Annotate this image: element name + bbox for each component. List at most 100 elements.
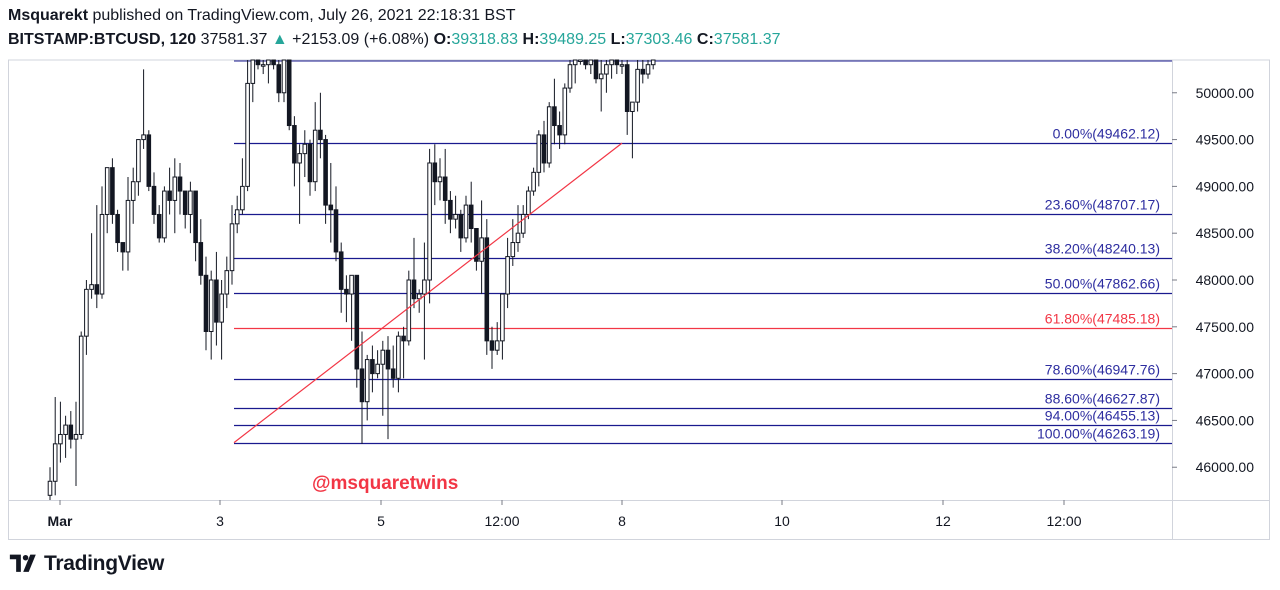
candle-up — [260, 64, 266, 67]
candle-up — [546, 106, 552, 164]
fib-level-label: 88.60%(46627.87) — [1045, 391, 1160, 407]
candle-up — [604, 64, 609, 75]
open-value: 39318.83 — [451, 31, 519, 48]
candle-up — [588, 59, 594, 66]
candle-up — [52, 443, 58, 482]
candle-up — [609, 59, 614, 66]
candle-down — [68, 424, 74, 440]
footer-brand[interactable]: TradingView — [8, 552, 164, 576]
candle-down — [255, 59, 261, 66]
fib-level-label: 0.00%(49462.12) — [1053, 126, 1160, 142]
candle-up — [619, 64, 625, 67]
candle-up — [312, 129, 318, 183]
candle-up — [526, 190, 531, 215]
candle-down — [177, 176, 183, 192]
candle-up — [375, 363, 380, 375]
candle-up — [572, 59, 578, 66]
candle-up — [99, 213, 105, 295]
candle-up — [141, 134, 146, 141]
fib-level-label: 78.60%(46947.76) — [1045, 362, 1160, 378]
candle-down — [203, 274, 209, 332]
candle-up — [349, 274, 354, 295]
low-label: L: — [610, 31, 626, 48]
price-tick-label: 50000.00 — [1196, 85, 1255, 101]
price-axis[interactable]: 50000.00 49500.00 49000.00 48500.00 48000.00… — [1172, 85, 1254, 475]
candle-down — [193, 190, 198, 244]
high-value: 39489.25 — [539, 31, 607, 48]
candle-down — [474, 228, 479, 262]
candle-up — [562, 87, 568, 136]
candle-down — [167, 190, 172, 201]
price-chart[interactable]: 50000.00 49500.00 49000.00 48500.00 48000.00… — [0, 0, 1280, 545]
candle-up — [219, 293, 224, 323]
close-value: 37581.37 — [713, 31, 781, 48]
candle-up — [245, 82, 250, 187]
price-tick-label: 46500.00 — [1196, 412, 1255, 428]
fibonacci-retracement[interactable]: 0.00%(49462.12) 23.60%(48707.17) 38.20%(48… — [234, 60, 1172, 445]
time-tick-label: 8 — [618, 513, 626, 529]
candle-down — [583, 59, 588, 66]
fib-trend-line[interactable] — [233, 142, 623, 444]
candle-up — [78, 335, 84, 435]
candle-up — [645, 64, 651, 75]
candle-down — [323, 139, 328, 206]
candle-up — [505, 256, 510, 295]
candle-up — [266, 59, 271, 66]
candle-down — [468, 204, 474, 230]
candle-up — [396, 335, 401, 379]
chart-header: Msquarekt published on TradingView.com, … — [8, 6, 1268, 50]
candle-down — [120, 242, 126, 253]
candle-down — [214, 279, 219, 323]
candle-up — [536, 134, 542, 173]
candle-up — [130, 181, 136, 201]
time-tick-label: 12:00 — [1046, 513, 1081, 529]
candle-down — [557, 125, 562, 136]
close-label: C: — [696, 31, 714, 48]
time-tick-label: 3 — [216, 513, 224, 529]
price-tick-label: 47000.00 — [1196, 366, 1255, 382]
candle-up — [515, 232, 521, 244]
candle-down — [541, 134, 547, 164]
candle-down — [390, 368, 396, 379]
price-tick-label: 48000.00 — [1196, 272, 1255, 288]
candle-down — [307, 143, 313, 183]
publish-line: Msquarekt published on TradingView.com, … — [8, 6, 1268, 26]
candlestick-series — [47, 59, 656, 500]
candle-down — [286, 59, 292, 127]
candle-down — [624, 64, 630, 112]
candle-up — [63, 424, 68, 435]
candle-up — [302, 143, 308, 155]
candle-up — [416, 293, 422, 300]
low-value: 37303.46 — [625, 31, 693, 48]
tradingview-logo-icon — [9, 554, 36, 572]
fib-level-label: 100.00%(46263.19) — [1037, 426, 1160, 442]
time-axis[interactable]: Mar 3 5 12:00 8 10 12 12:00 — [48, 500, 1082, 529]
candle-up — [567, 64, 573, 89]
candle-up — [578, 59, 583, 62]
fib-level-label: 61.80%(47485.18) — [1045, 311, 1160, 327]
candle-up — [188, 190, 193, 215]
candle-up — [224, 270, 230, 295]
candle-up — [531, 171, 536, 192]
candle-down — [432, 162, 438, 183]
author-name[interactable]: Msquarekt — [8, 7, 89, 24]
candle-up — [240, 185, 245, 211]
candle-down — [292, 125, 297, 164]
candle-up — [630, 101, 635, 112]
candle-up — [406, 279, 412, 342]
ohlc-line: BITSTAMP:BTCUSD, 120 37581.37 ▲ +2153.09… — [8, 30, 1268, 50]
candle-down — [359, 368, 365, 403]
high-label: H: — [522, 31, 540, 48]
candle-down — [338, 251, 344, 290]
candle-down — [401, 335, 406, 342]
price-tick-label: 49000.00 — [1196, 178, 1255, 194]
candle-up — [427, 162, 432, 281]
candle-up — [635, 68, 640, 103]
open-label: O: — [433, 31, 452, 48]
brand-name: TradingView — [44, 552, 165, 575]
candle-down — [198, 242, 204, 276]
candle-down — [442, 176, 448, 201]
candle-up — [598, 73, 604, 80]
candle-up — [208, 279, 214, 332]
candle-up — [364, 359, 370, 403]
